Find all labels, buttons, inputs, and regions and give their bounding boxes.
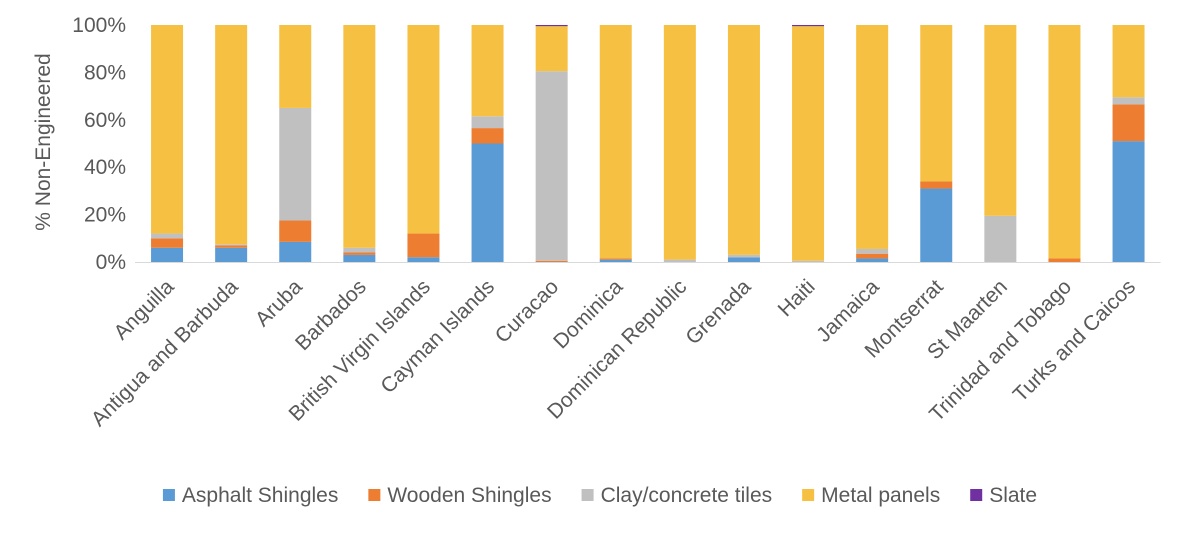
bar-segment bbox=[343, 254, 376, 262]
bar-segment bbox=[535, 25, 568, 27]
bar-segment bbox=[535, 26, 568, 72]
legend-item: Asphalt Shingles bbox=[162, 484, 338, 507]
y-tick-label: 20% bbox=[84, 204, 126, 227]
y-axis-title: % Non-Engineered bbox=[32, 53, 55, 230]
bar-segment bbox=[215, 245, 248, 248]
bar-segment bbox=[1048, 258, 1081, 262]
bar-segment bbox=[407, 257, 440, 262]
bar-segment bbox=[151, 238, 184, 248]
bar-segment bbox=[343, 247, 376, 253]
bar-segment bbox=[727, 25, 760, 255]
bar-segment bbox=[535, 71, 568, 261]
bar-segment bbox=[343, 252, 376, 255]
bar-segment bbox=[1048, 25, 1081, 259]
bar-segment bbox=[984, 215, 1017, 262]
bar-segment bbox=[279, 220, 312, 242]
bar-segment bbox=[151, 25, 184, 234]
bars-group bbox=[151, 25, 1145, 262]
bar-segment bbox=[471, 116, 504, 129]
bar-segment bbox=[407, 233, 440, 258]
bar-segment bbox=[407, 25, 440, 234]
bar-segment bbox=[663, 259, 696, 262]
bar-segment bbox=[151, 247, 184, 262]
bar-segment bbox=[471, 143, 504, 262]
legend-label: Metal panels bbox=[821, 484, 940, 507]
bar-segment bbox=[920, 25, 953, 182]
bar-segment bbox=[792, 25, 825, 27]
x-tick-label: Haiti bbox=[774, 275, 820, 321]
legend-swatch bbox=[802, 489, 815, 501]
x-tick-label: Aruba bbox=[251, 275, 307, 331]
bar-segment bbox=[215, 25, 248, 245]
bar-segment bbox=[792, 26, 825, 261]
legend-swatch bbox=[970, 489, 983, 501]
bar-segment bbox=[856, 253, 889, 259]
y-tick-label: 0% bbox=[96, 251, 126, 274]
x-tick-label: Grenada bbox=[681, 275, 755, 349]
bar-segment bbox=[856, 248, 889, 254]
y-tick-label: 80% bbox=[84, 61, 126, 84]
legend-item: Metal panels bbox=[802, 484, 940, 507]
bar-segment bbox=[1112, 97, 1145, 105]
bar-segment bbox=[984, 25, 1017, 216]
bar-segment bbox=[471, 128, 504, 144]
bar-segment bbox=[279, 241, 312, 262]
legend-item: Clay/concrete tiles bbox=[581, 484, 773, 507]
bar-segment bbox=[856, 258, 889, 262]
bar-segment bbox=[599, 258, 632, 260]
bar-segment bbox=[279, 25, 312, 108]
bar-segment bbox=[792, 260, 825, 262]
bar-segment bbox=[215, 247, 248, 262]
legend: Asphalt Shingles Wooden Shingles Clay/conc… bbox=[162, 484, 1037, 507]
y-tick-label: 60% bbox=[84, 109, 126, 132]
bar-segment bbox=[727, 254, 760, 258]
bar-segment bbox=[1112, 25, 1145, 98]
y-tick-label: 100% bbox=[72, 14, 126, 37]
bar-segment bbox=[471, 25, 504, 117]
bar-segment bbox=[663, 25, 696, 260]
legend-label: Clay/concrete tiles bbox=[601, 484, 773, 507]
bar-segment bbox=[599, 25, 632, 259]
legend-swatch bbox=[162, 489, 175, 501]
bar-segment bbox=[727, 257, 760, 262]
legend-label: Wooden Shingles bbox=[387, 484, 551, 507]
y-tick-label: 40% bbox=[84, 156, 126, 179]
bar-segment bbox=[215, 244, 248, 246]
legend-swatch bbox=[581, 489, 594, 501]
bar-segment bbox=[920, 188, 953, 262]
legend-label: Slate bbox=[989, 484, 1037, 507]
bar-segment bbox=[1112, 104, 1145, 142]
y-axis-ticks: 0% 20% 40% 60% 80% 100% bbox=[72, 14, 126, 274]
legend-item: Slate bbox=[970, 484, 1037, 507]
bar-segment bbox=[151, 233, 184, 239]
x-tick-label: Cayman Islands bbox=[376, 275, 499, 398]
legend-swatch bbox=[368, 489, 381, 501]
legend-label: Asphalt Shingles bbox=[182, 484, 338, 507]
x-tick-label: Turks and Caicos bbox=[1009, 275, 1140, 406]
bar-segment bbox=[599, 259, 632, 262]
bar-segment bbox=[279, 107, 312, 221]
bar-segment bbox=[343, 25, 376, 248]
legend-item: Wooden Shingles bbox=[368, 484, 552, 507]
bar-segment bbox=[1112, 141, 1145, 262]
bar-segment bbox=[856, 25, 889, 249]
bar-segment bbox=[535, 260, 568, 262]
bar-segment bbox=[920, 181, 953, 189]
